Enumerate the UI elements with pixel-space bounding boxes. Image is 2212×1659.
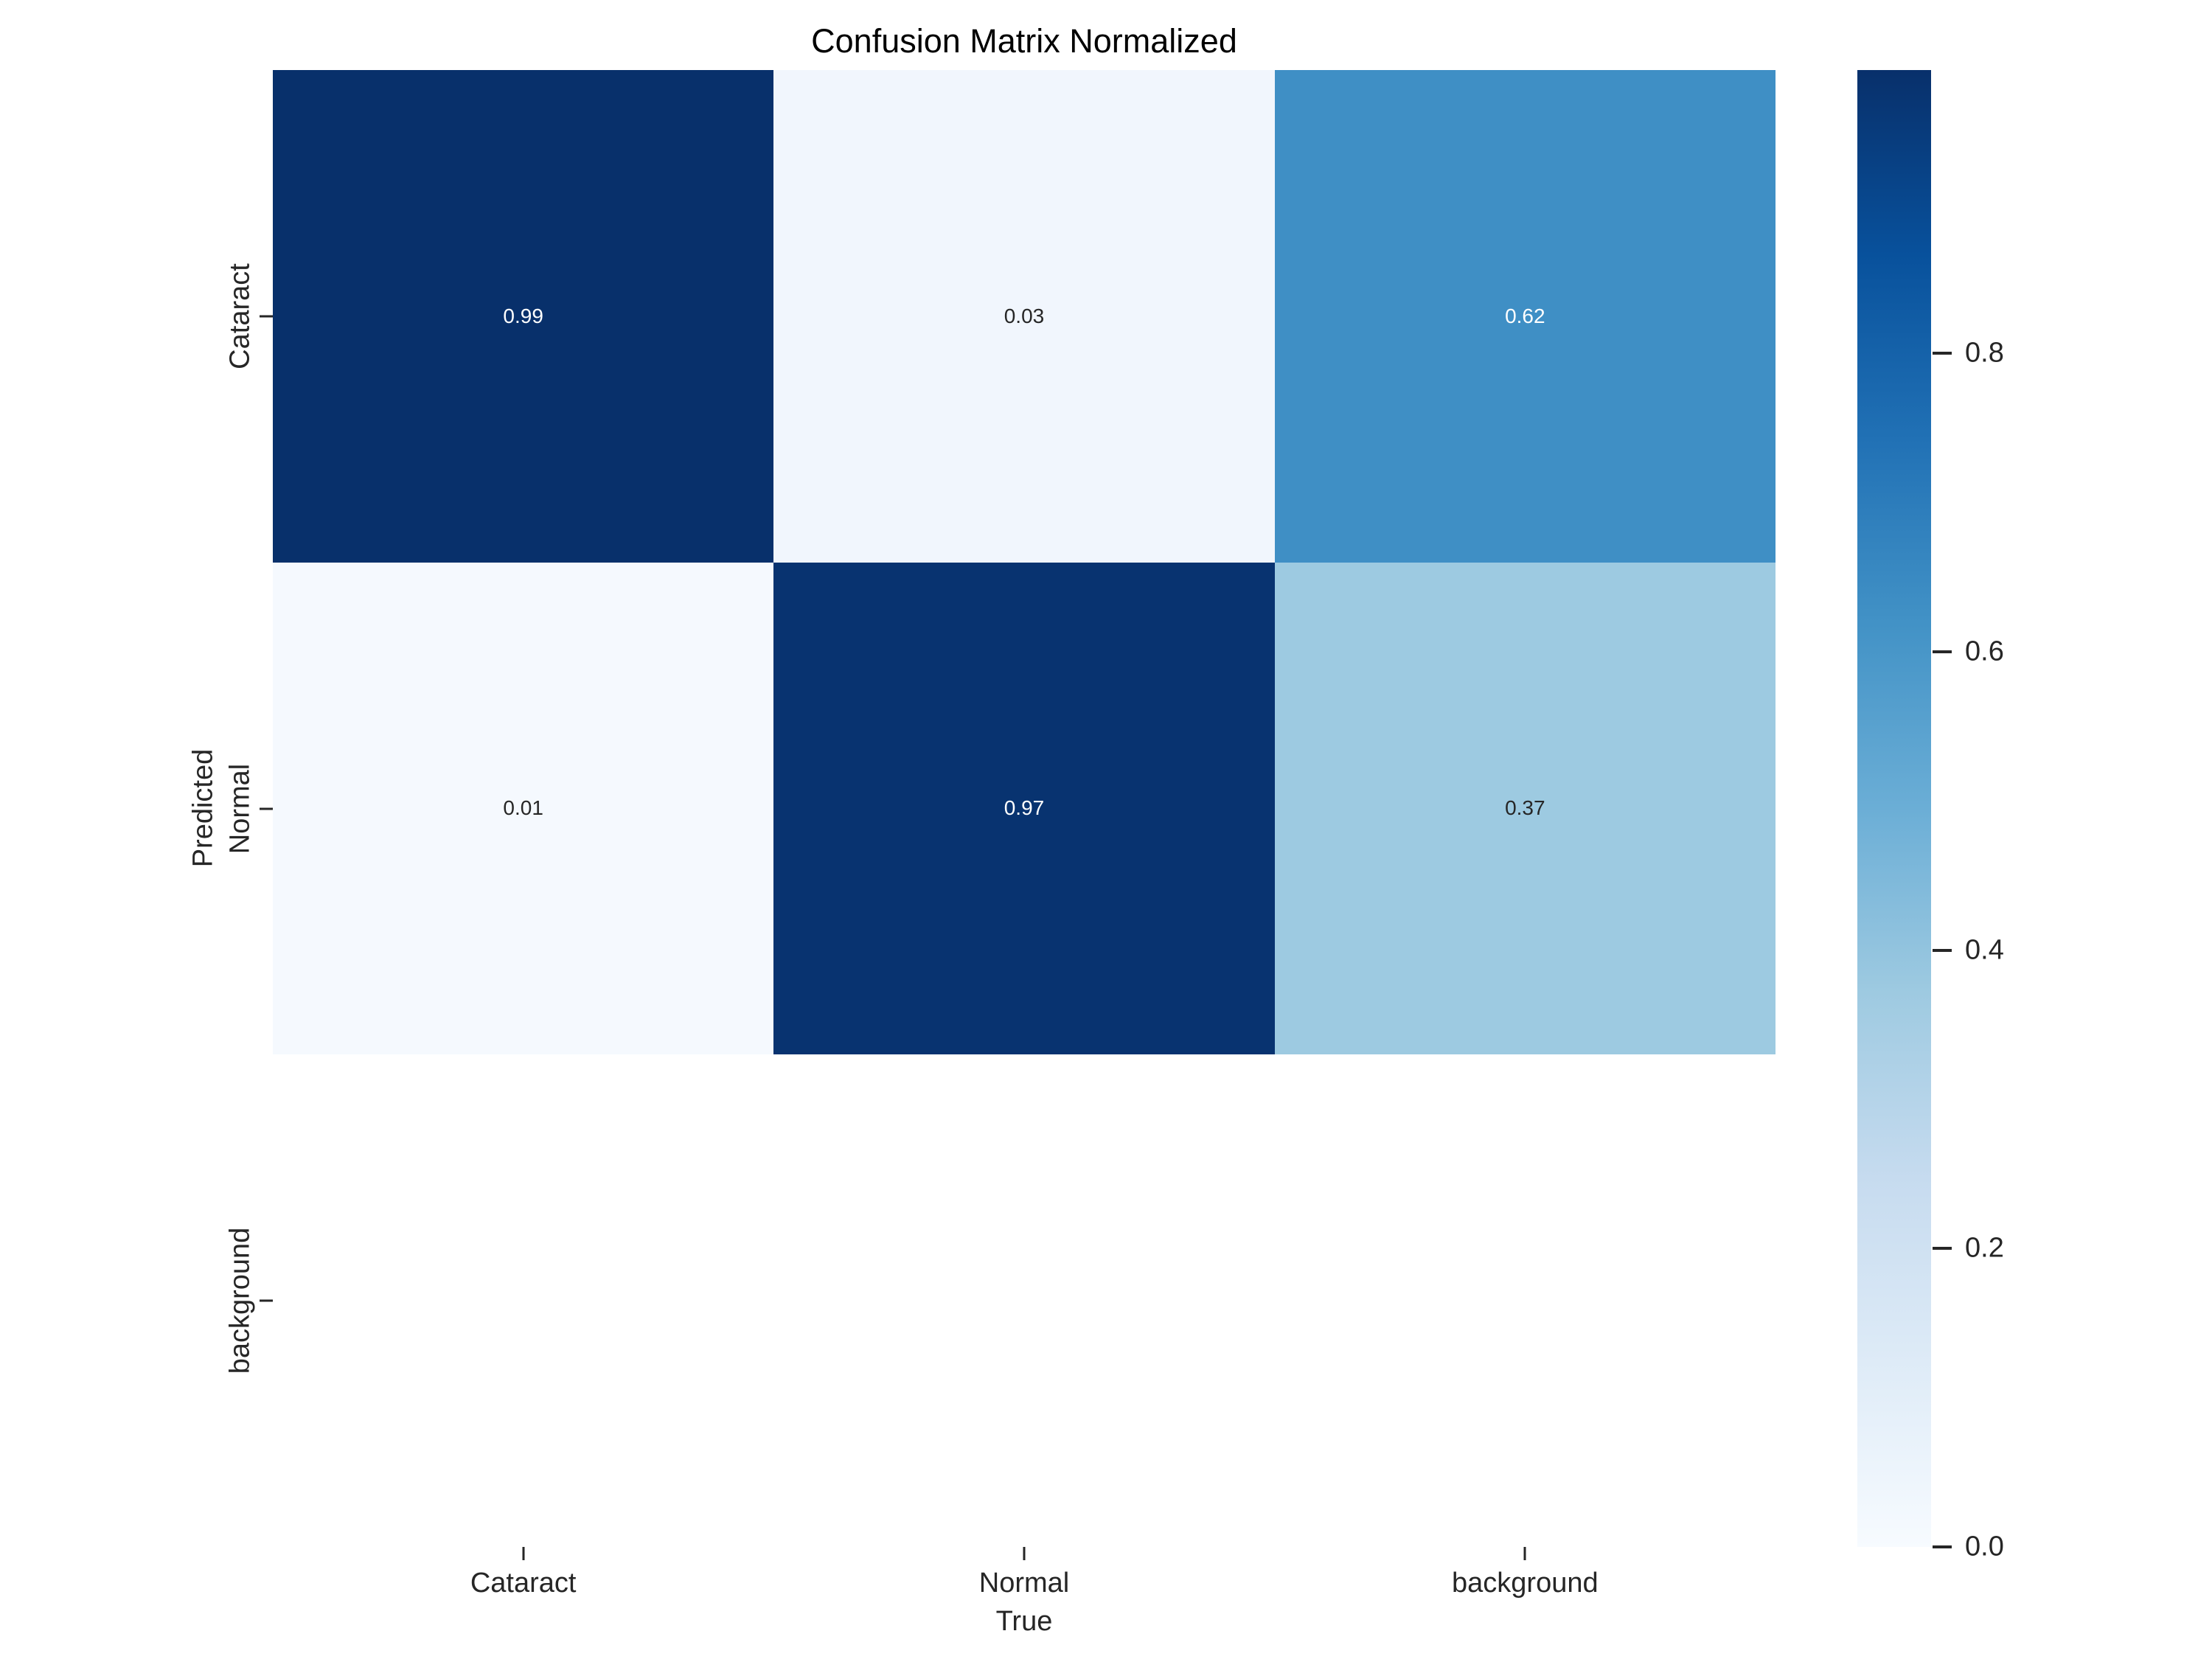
x-tick-mark	[522, 1547, 525, 1560]
heatmap-cell-r0-c1: 0.03	[773, 70, 1275, 563]
x-tick-label: Normal	[978, 1568, 1070, 1599]
colorbar-gradient	[1857, 70, 1931, 1547]
y-tick-mark	[260, 807, 273, 810]
colorbar-tick-mark	[1933, 352, 1952, 355]
y-tick-label: Cataract	[224, 263, 256, 369]
colorbar-tick-label: 0.0	[1965, 1531, 2004, 1562]
x-tick-mark	[1523, 1547, 1526, 1560]
chart-title: Confusion Matrix Normalized	[811, 22, 1237, 60]
colorbar-tick-mark	[1933, 650, 1952, 654]
x-tick-label: background	[1452, 1568, 1599, 1599]
x-tick-mark	[1023, 1547, 1026, 1560]
heatmap-cell-r2-c1	[773, 1054, 1275, 1547]
y-tick-mark	[260, 1299, 273, 1302]
x-axis-label: True	[995, 1606, 1053, 1637]
y-tick-label: Normal	[224, 763, 256, 854]
heatmap: 0.99 0.03 0.62 0.01 0.97 0.37	[273, 70, 1775, 1547]
heatmap-cell-r1-c0: 0.01	[273, 562, 774, 1055]
heatmap-cell-r1-c2: 0.37	[1274, 562, 1775, 1055]
heatmap-cell-r2-c0	[273, 1054, 774, 1547]
colorbar-tick-label: 0.4	[1965, 934, 2004, 966]
heatmap-cell-r1-c1: 0.97	[773, 562, 1275, 1055]
y-tick-mark	[260, 315, 273, 318]
colorbar-tick-mark	[1933, 1545, 1952, 1548]
heatmap-cell-r0-c0: 0.99	[273, 70, 774, 563]
heatmap-cell-r0-c2: 0.62	[1274, 70, 1775, 563]
y-axis-label: Predicted	[187, 748, 219, 868]
colorbar-tick-label: 0.2	[1965, 1232, 2004, 1264]
colorbar-tick-mark	[1933, 948, 1952, 952]
colorbar-tick-label: 0.6	[1965, 636, 2004, 667]
colorbar-tick-mark	[1933, 1247, 1952, 1251]
x-tick-label: Cataract	[470, 1568, 577, 1599]
colorbar-tick-label: 0.8	[1965, 337, 2004, 369]
heatmap-cell-r2-c2	[1274, 1054, 1775, 1547]
y-tick-label: background	[224, 1227, 256, 1374]
